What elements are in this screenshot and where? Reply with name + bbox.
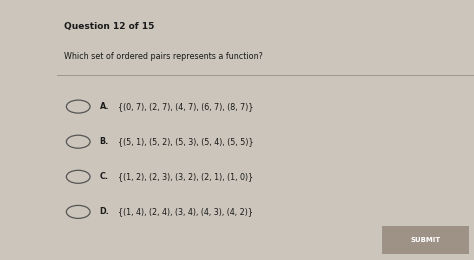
Text: {(5, 1), (5, 2), (5, 3), (5, 4), (5, 5)}: {(5, 1), (5, 2), (5, 3), (5, 4), (5, 5)} <box>118 137 254 146</box>
Text: B.: B. <box>100 137 109 146</box>
Text: {(1, 2), (2, 3), (3, 2), (2, 1), (1, 0)}: {(1, 2), (2, 3), (3, 2), (2, 1), (1, 0)} <box>118 172 254 181</box>
Text: D.: D. <box>100 207 109 216</box>
Text: Which set of ordered pairs represents a function?: Which set of ordered pairs represents a … <box>64 52 263 61</box>
Text: Question 12 of 15: Question 12 of 15 <box>64 22 155 31</box>
Text: A.: A. <box>100 102 109 111</box>
FancyBboxPatch shape <box>382 226 469 254</box>
Text: {(0, 7), (2, 7), (4, 7), (6, 7), (8, 7)}: {(0, 7), (2, 7), (4, 7), (6, 7), (8, 7)} <box>118 102 254 111</box>
Text: {(1, 4), (2, 4), (3, 4), (4, 3), (4, 2)}: {(1, 4), (2, 4), (3, 4), (4, 3), (4, 2)} <box>118 207 254 216</box>
Text: C.: C. <box>100 172 109 181</box>
Text: SUBMIT: SUBMIT <box>410 237 440 243</box>
